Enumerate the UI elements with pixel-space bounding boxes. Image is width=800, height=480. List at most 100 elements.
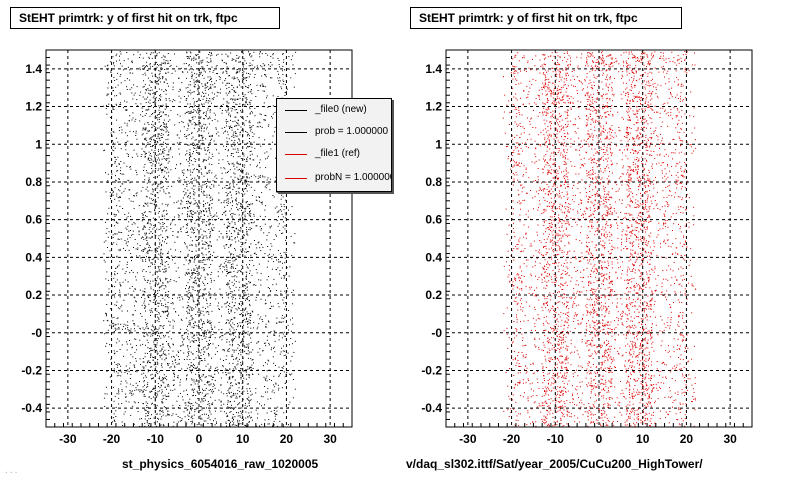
data-point [186, 111, 188, 113]
data-point [179, 101, 181, 103]
data-point [190, 370, 192, 372]
data-point [205, 420, 207, 422]
data-point [152, 188, 153, 190]
data-point [290, 235, 292, 237]
data-point [200, 295, 202, 297]
data-point [226, 341, 228, 343]
data-point [282, 350, 284, 352]
data-point [207, 258, 209, 260]
data-point [156, 344, 158, 346]
data-point [161, 295, 163, 297]
data-point [108, 103, 110, 105]
data-point [184, 134, 186, 135]
data-point [211, 392, 213, 394]
data-point [172, 325, 174, 327]
data-point [231, 319, 233, 321]
data-point [218, 76, 220, 78]
data-point [229, 368, 231, 370]
data-point [198, 233, 200, 235]
data-point [153, 64, 155, 66]
data-point [229, 378, 231, 380]
data-point [199, 314, 201, 316]
data-point [260, 145, 262, 147]
data-point [116, 304, 117, 306]
data-point [242, 216, 244, 218]
data-point [244, 97, 246, 99]
data-point [162, 282, 164, 284]
data-point [233, 141, 235, 143]
data-point [143, 302, 145, 304]
data-point [195, 239, 197, 241]
data-point [162, 335, 164, 337]
data-point [224, 269, 226, 271]
data-point [105, 108, 107, 110]
data-point [160, 99, 161, 101]
data-point [158, 174, 160, 176]
data-point [230, 293, 232, 294]
data-point [246, 425, 247, 427]
data-point [266, 363, 268, 365]
data-point [154, 102, 156, 104]
data-point [191, 91, 193, 93]
data-point [180, 89, 181, 91]
data-point [192, 297, 194, 299]
data-point [282, 65, 284, 67]
data-point [120, 63, 121, 65]
data-point [228, 239, 230, 240]
data-point [209, 322, 211, 324]
data-point [252, 70, 253, 72]
data-point [267, 106, 269, 108]
data-point [262, 175, 263, 177]
data-point [201, 135, 203, 137]
data-point [172, 303, 174, 305]
data-point [228, 125, 230, 127]
data-point [156, 284, 158, 286]
data-point [165, 128, 167, 130]
data-point [211, 229, 213, 231]
data-point [186, 52, 188, 54]
data-point [239, 254, 241, 256]
data-point [193, 300, 195, 302]
data-point [167, 281, 169, 283]
data-point [248, 101, 250, 103]
data-point [239, 69, 241, 71]
data-point [221, 59, 223, 61]
data-point [236, 425, 238, 426]
data-point [106, 304, 108, 305]
data-point [189, 279, 191, 281]
data-point [161, 129, 163, 131]
data-point [268, 232, 270, 234]
data-point [242, 66, 244, 68]
data-point [258, 341, 260, 343]
data-point [207, 283, 209, 284]
data-point [251, 195, 253, 196]
data-point [227, 419, 229, 421]
data-point [124, 80, 126, 82]
data-point [206, 340, 208, 342]
data-point [227, 305, 229, 307]
data-point [156, 320, 158, 322]
data-point [195, 276, 197, 278]
data-point [150, 417, 151, 419]
data-point [164, 56, 166, 58]
data-point [227, 56, 229, 58]
data-point [249, 270, 251, 272]
data-point [146, 281, 148, 283]
data-point [261, 228, 262, 230]
data-point [237, 270, 239, 272]
data-point [116, 375, 118, 377]
data-point [154, 293, 156, 295]
data-point [226, 322, 227, 324]
data-point [149, 220, 151, 222]
data-point [208, 224, 210, 226]
data-point [143, 170, 145, 171]
data-point [164, 261, 166, 263]
data-point [233, 131, 235, 133]
data-point [140, 344, 142, 346]
data-point [128, 189, 130, 191]
data-point [143, 368, 145, 370]
data-point [255, 96, 257, 97]
data-point [201, 424, 203, 426]
data-point [210, 343, 211, 344]
data-point [253, 68, 255, 70]
